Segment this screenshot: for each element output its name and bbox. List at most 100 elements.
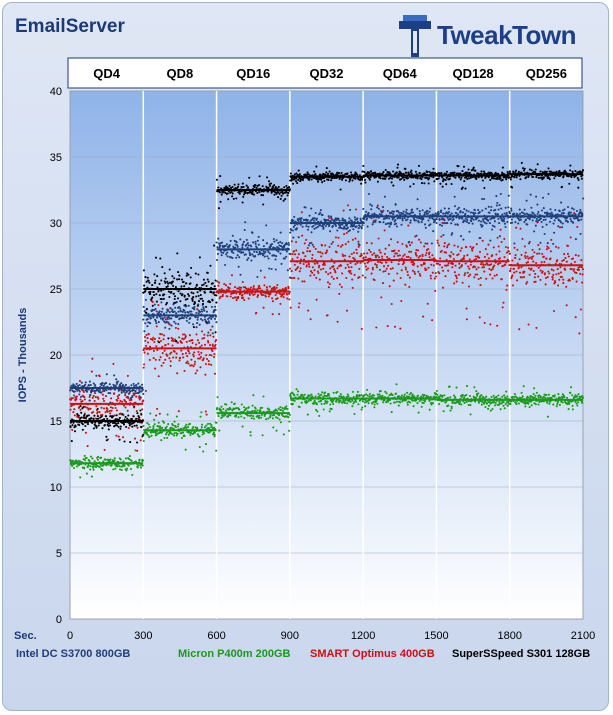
data-point (212, 335, 215, 338)
data-point (240, 403, 243, 406)
data-point (71, 459, 74, 462)
data-point (288, 267, 292, 270)
data-point (273, 285, 276, 289)
data-point (77, 414, 80, 417)
data-point (442, 269, 445, 272)
data-point (483, 401, 486, 404)
data-point (500, 278, 503, 281)
data-point (488, 400, 491, 404)
data-point (514, 221, 517, 224)
data-point (447, 269, 450, 272)
data-point (554, 213, 558, 216)
data-point (432, 167, 435, 170)
data-point (255, 311, 258, 314)
data-point (109, 458, 112, 461)
data-point (400, 177, 403, 181)
data-point (499, 192, 502, 196)
data-point (481, 224, 484, 227)
data-point (402, 210, 405, 213)
data-point (267, 250, 270, 253)
data-point (178, 305, 181, 308)
data-point (558, 226, 562, 229)
data-point (225, 288, 228, 291)
data-point (112, 468, 115, 471)
data-point (237, 416, 240, 419)
data-point (480, 220, 483, 223)
data-point (348, 271, 351, 274)
data-point (542, 255, 545, 258)
data-point (330, 275, 333, 278)
data-point (229, 191, 232, 194)
data-point (119, 425, 122, 428)
data-point (561, 259, 564, 262)
data-point (553, 231, 556, 234)
data-point (253, 186, 256, 189)
data-point (319, 399, 323, 402)
data-point (296, 393, 299, 396)
data-point (123, 389, 126, 392)
data-point (481, 266, 484, 269)
data-point (192, 296, 195, 299)
data-point (551, 276, 554, 279)
data-point (143, 284, 146, 287)
data-point (231, 256, 234, 260)
data-point (347, 266, 350, 269)
data-point (267, 257, 270, 260)
data-point (142, 349, 145, 352)
data-point (493, 404, 497, 407)
data-point (198, 357, 201, 360)
data-point (312, 245, 315, 248)
data-point (485, 402, 489, 405)
data-point (75, 382, 78, 385)
data-point (490, 263, 493, 266)
data-point (469, 263, 472, 266)
data-point (581, 281, 584, 284)
data-point (257, 243, 260, 246)
data-point (495, 273, 498, 276)
data-point (460, 264, 463, 267)
data-point (226, 255, 229, 258)
data-point (170, 324, 173, 327)
data-point (250, 417, 253, 420)
data-point (237, 295, 240, 298)
data-point (121, 400, 124, 403)
data-point (341, 401, 344, 404)
data-point (260, 293, 263, 296)
data-point (190, 432, 193, 435)
data-point (212, 291, 215, 294)
data-point (203, 426, 206, 429)
data-point (262, 245, 265, 248)
data-point (250, 245, 253, 248)
data-point (489, 273, 492, 276)
data-point (399, 401, 402, 404)
data-point (512, 267, 516, 270)
data-point (239, 238, 242, 241)
data-point (391, 267, 394, 270)
data-point (366, 394, 369, 397)
data-point (356, 390, 359, 393)
data-point (166, 309, 170, 313)
data-point (201, 284, 204, 287)
data-point (211, 315, 214, 319)
data-point (136, 466, 139, 469)
data-point (174, 306, 177, 309)
data-point (576, 225, 579, 228)
data-point (399, 327, 402, 330)
data-point (284, 286, 287, 289)
data-point (394, 222, 398, 225)
data-point (317, 250, 320, 253)
data-point (344, 266, 347, 269)
data-point (105, 435, 108, 438)
data-point (274, 185, 277, 189)
data-point (259, 253, 262, 256)
data-point (320, 178, 323, 181)
data-point (355, 248, 358, 251)
data-point (361, 274, 364, 277)
data-point (404, 399, 408, 402)
data-point (426, 302, 429, 305)
data-point (404, 167, 407, 170)
data-point (232, 297, 235, 300)
data-point (516, 279, 519, 282)
data-point (203, 291, 207, 294)
data-point (97, 417, 100, 420)
